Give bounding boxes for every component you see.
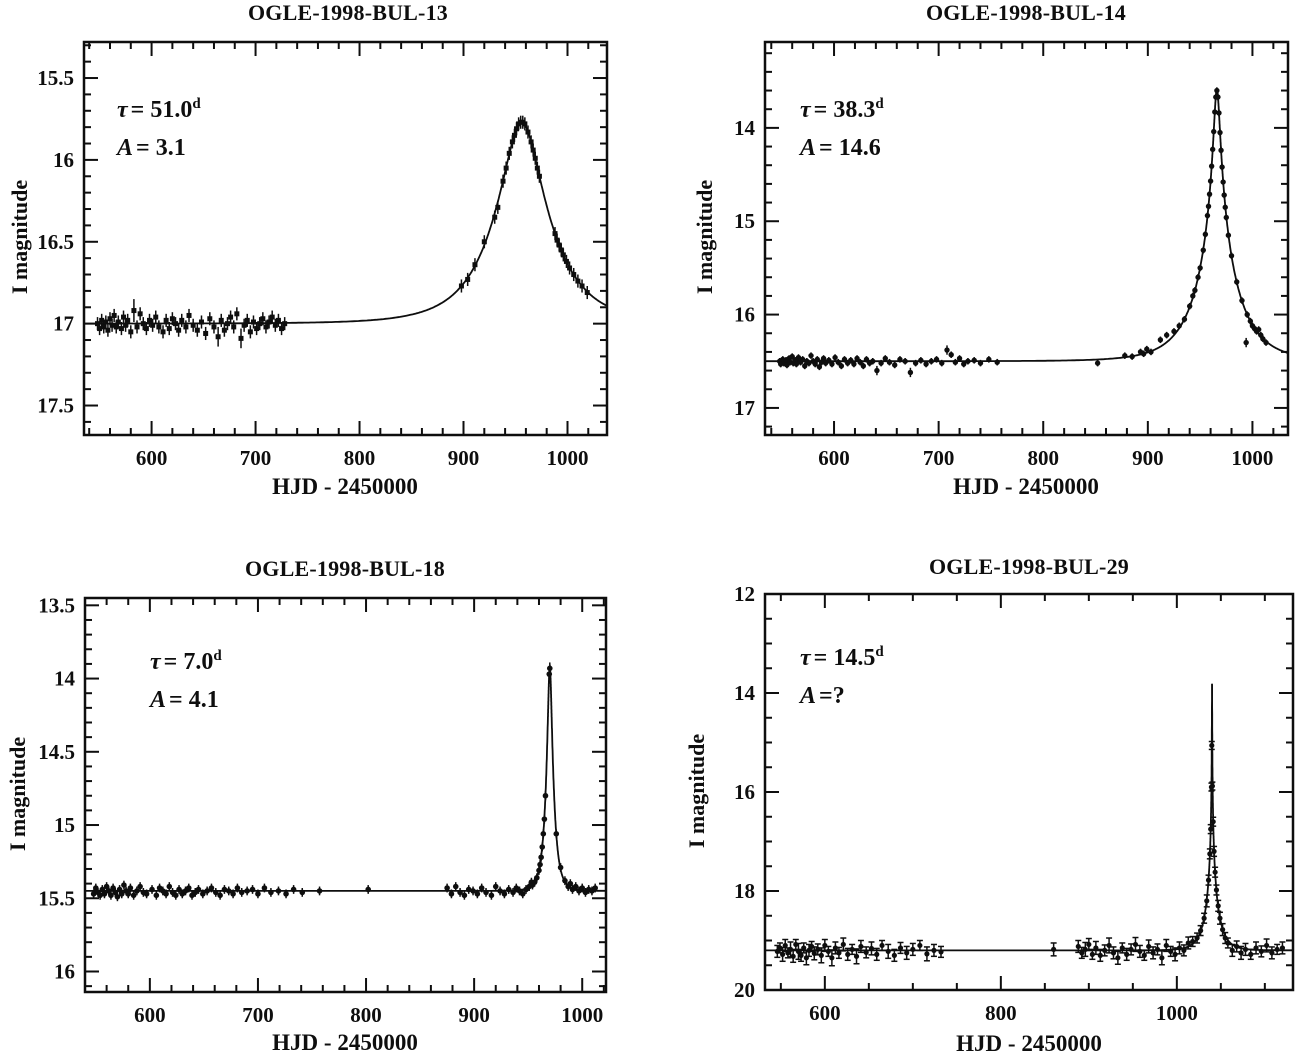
y-tick-label: 17.5 (37, 394, 74, 418)
tau-symbol: τ (800, 97, 811, 123)
x-axis-label-bul14: HJD - 2450000 (953, 474, 1099, 499)
x-tick-label: 800 (350, 1003, 382, 1027)
tau-annotation-bul18: τ = 7.0d (150, 649, 222, 676)
x-tick-label: 1000 (546, 446, 588, 470)
y-tick-label: 12 (734, 582, 755, 606)
data-points (774, 740, 1286, 967)
x-tick-label: 600 (134, 1003, 166, 1027)
x-tick-label: 900 (448, 446, 480, 470)
y-tick-label: 13.5 (38, 593, 75, 617)
amplification-annotation-bul29: A =? (800, 683, 845, 710)
tau-annotation-bul29: τ = 14.5d (800, 645, 884, 672)
plot-frame (82, 40, 609, 437)
y-tick-label: 16 (734, 780, 755, 804)
x-tick-label: 900 (458, 1003, 490, 1027)
data-points (776, 87, 1269, 378)
y-axis-label-bul18: I magnitude (5, 736, 30, 852)
y-tick-label: 15 (54, 813, 75, 837)
x-tick-label: 700 (240, 446, 272, 470)
amplification-value: = 14.6 (819, 135, 881, 161)
y-tick-label: 16 (734, 303, 755, 327)
tau-annotation-bul13: τ = 51.0d (117, 97, 201, 124)
amplification-symbol: A (800, 683, 817, 709)
y-tick-label: 14 (734, 116, 756, 140)
amplification-symbol: A (800, 135, 817, 161)
x-tick-label: 700 (242, 1003, 274, 1027)
amplification-symbol: A (117, 135, 134, 161)
panel-bul13: 600 700 800 900 1000 15.5 16 16.5 17 17.5 (37, 40, 609, 470)
y-axis-label-bul29: I magnitude (684, 733, 709, 849)
panel-title-bul29: OGLE-1998-BUL-29 (929, 554, 1129, 579)
panel-bul29: 600 800 1000 12 14 16 18 20 (734, 582, 1295, 1025)
x-tick-label: 1000 (1231, 446, 1273, 470)
y-tick-label: 15 (734, 209, 755, 233)
y-tick-label: 14 (734, 681, 756, 705)
x-tick-label: 700 (923, 446, 955, 470)
tau-value: = 7.0 (163, 649, 214, 675)
x-tick-label: 800 (985, 1001, 1017, 1025)
y-tick-label: 15.5 (37, 66, 74, 90)
data-points (90, 662, 598, 902)
x-tick-label: 1000 (1156, 1001, 1198, 1025)
tau-symbol: τ (150, 649, 161, 675)
y-tick-label: 17 (734, 396, 755, 420)
y-tick-label: 14.5 (38, 740, 75, 764)
y-tick-label: 14 (54, 667, 76, 691)
tau-symbol: τ (800, 645, 811, 671)
tau-unit-superscript: d (192, 96, 201, 112)
panel-title-bul13: OGLE-1998-BUL-13 (248, 0, 448, 25)
data-points (95, 115, 590, 349)
x-axis-label-bul13: HJD - 2450000 (272, 474, 418, 499)
panel-title-bul18: OGLE-1998-BUL-18 (245, 556, 445, 581)
x-tick-label: 900 (1132, 446, 1164, 470)
x-tick-label: 800 (1027, 446, 1059, 470)
tau-unit-superscript: d (213, 648, 222, 664)
panel-title-bul14: OGLE-1998-BUL-14 (926, 0, 1126, 25)
y-tick-label: 20 (734, 978, 755, 1002)
y-tick-label: 18 (734, 879, 755, 903)
panel-bul18: 600 700 800 900 1000 13.5 14 14.5 15 15.5 16 (38, 593, 608, 1027)
amplification-annotation-bul13: A = 3.1 (117, 135, 186, 162)
amplification-symbol: A (150, 687, 167, 713)
tau-value: = 14.5 (813, 645, 876, 671)
x-axis-label-bul18: HJD - 2450000 (272, 1030, 418, 1055)
x-axis-label-bul29: HJD - 2450000 (956, 1031, 1102, 1056)
y-tick-label: 15.5 (38, 886, 75, 910)
amplification-annotation-bul18: A = 4.1 (150, 687, 219, 714)
tau-value: = 51.0 (130, 97, 193, 123)
y-tick-label: 16 (54, 959, 75, 983)
tau-unit-superscript: d (875, 96, 884, 112)
amplification-annotation-bul14: A = 14.6 (800, 135, 881, 162)
tau-unit-superscript: d (875, 644, 884, 660)
amplification-value: =? (819, 683, 845, 709)
y-tick-label: 16.5 (37, 230, 74, 254)
x-tick-label: 1000 (561, 1003, 603, 1027)
model-light-curve (765, 88, 1289, 363)
y-tick-label: 16 (53, 148, 74, 172)
tau-symbol: τ (117, 97, 128, 123)
x-tick-label: 800 (344, 446, 376, 470)
amplification-value: = 4.1 (169, 687, 219, 713)
x-tick-label: 600 (809, 1001, 841, 1025)
y-axis-label-bul14: I magnitude (692, 179, 717, 295)
y-axis-label-bul13: I magnitude (7, 179, 32, 295)
plot-frame (763, 40, 1290, 437)
x-tick-label: 600 (136, 446, 168, 470)
y-tick-label: 17 (53, 312, 74, 336)
amplification-value: = 3.1 (136, 135, 186, 161)
model-light-curve (85, 664, 606, 892)
panel-bul14: 600 700 800 900 1000 14 15 16 17 (734, 40, 1290, 470)
model-light-curve (84, 121, 608, 325)
tau-value: = 38.3 (813, 97, 876, 123)
x-tick-label: 600 (818, 446, 850, 470)
tau-annotation-bul14: τ = 38.3d (800, 97, 884, 124)
